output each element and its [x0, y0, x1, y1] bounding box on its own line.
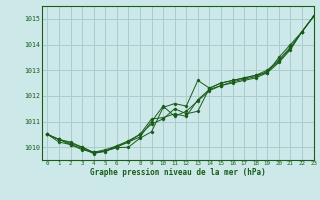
X-axis label: Graphe pression niveau de la mer (hPa): Graphe pression niveau de la mer (hPa) — [90, 168, 266, 177]
